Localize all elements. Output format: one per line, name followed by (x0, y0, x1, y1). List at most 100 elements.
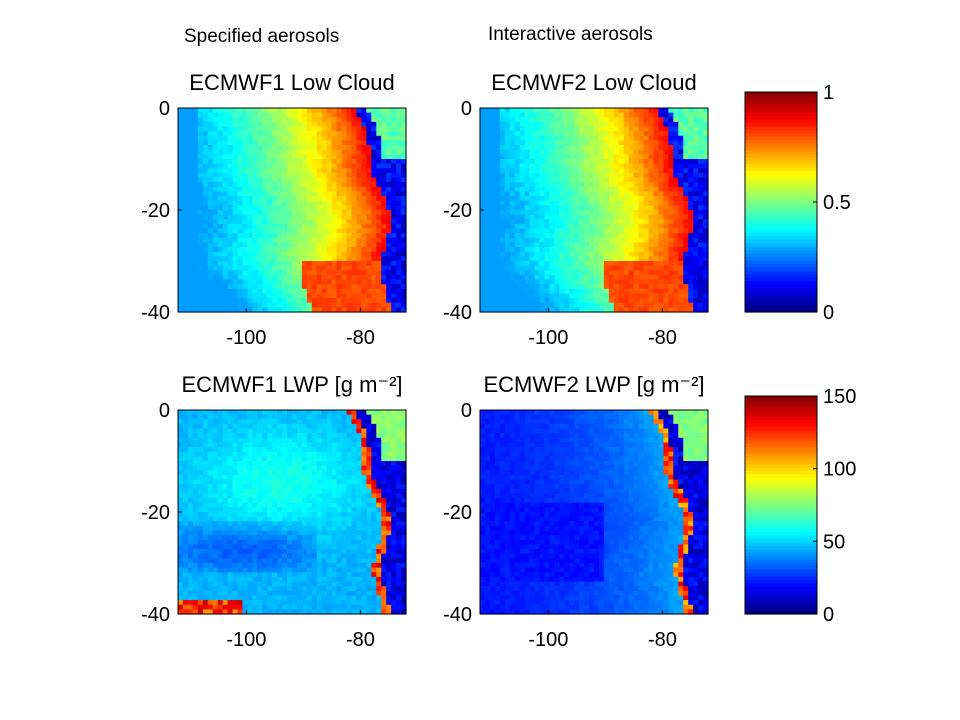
heatmap-cell (222, 233, 229, 239)
heatmap-cell (539, 265, 546, 271)
heatmap-cell (336, 298, 343, 304)
heatmap-cell (237, 307, 244, 313)
heatmap-cell (633, 149, 640, 155)
heatmap-cell (252, 154, 258, 160)
heatmap-cell (237, 135, 244, 142)
heatmap-cell (504, 205, 511, 211)
heatmap-cell (326, 288, 333, 295)
heatmap-cell (569, 112, 575, 118)
heatmap-cell (192, 298, 199, 304)
heatmap-cell (242, 465, 248, 471)
heatmap-cell (277, 191, 283, 197)
heatmap-cell (222, 205, 229, 211)
heatmap-cell (594, 205, 600, 211)
heatmap-cell (212, 168, 219, 174)
heatmap-cell (376, 228, 382, 234)
heatmap-cell (396, 410, 402, 416)
heatmap-cell (698, 265, 704, 271)
heatmap-cell (693, 210, 699, 216)
heatmap-cell (584, 237, 590, 244)
heatmap-cell (237, 140, 244, 146)
heatmap-cell (688, 172, 694, 179)
heatmap-cell (336, 242, 343, 248)
heatmap-cell (678, 256, 684, 262)
heatmap-cell (603, 293, 610, 299)
heatmap-cell (401, 237, 407, 244)
heatmap-cell (658, 159, 664, 165)
heatmap-cell (311, 451, 318, 457)
heatmap-cell (673, 131, 679, 137)
heatmap-cell (648, 265, 655, 271)
heatmap-cell (321, 256, 328, 262)
heatmap-cell (608, 270, 615, 276)
heatmap-cell (282, 182, 288, 188)
heatmap-cell (237, 233, 244, 239)
heatmap-cell (232, 117, 239, 123)
heatmap-cell (514, 140, 521, 146)
heatmap-cell (579, 233, 585, 239)
heatmap-cell (326, 474, 333, 481)
heatmap-cell (589, 172, 595, 179)
heatmap-cell (643, 242, 650, 248)
heatmap-cell (648, 149, 655, 155)
heatmap-cell (648, 284, 655, 290)
heatmap-cell (192, 117, 199, 123)
heatmap-cell (361, 121, 367, 128)
heatmap-cell (643, 145, 650, 151)
heatmap-cell (351, 307, 358, 313)
heatmap-cell (643, 307, 650, 313)
heatmap-cell (227, 145, 234, 151)
heatmap-cell (222, 451, 229, 457)
heatmap-cell (504, 219, 511, 225)
heatmap-cell (232, 205, 239, 211)
heatmap-cell (484, 117, 491, 123)
heatmap-cell (524, 140, 531, 146)
heatmap-cell (321, 108, 328, 114)
heatmap-cell (504, 191, 511, 197)
heatmap-cell (519, 200, 526, 206)
heatmap-cell (569, 145, 575, 151)
heatmap-cell (197, 470, 204, 476)
heatmap-cell (574, 168, 580, 174)
heatmap-cell (579, 205, 585, 211)
heatmap-cell (207, 163, 214, 169)
heatmap-cell (683, 223, 689, 230)
heatmap-cell (608, 247, 615, 253)
heatmap-cell (247, 121, 253, 128)
heatmap-cell (519, 159, 526, 165)
heatmap-cell (182, 121, 189, 128)
heatmap-cell (311, 131, 318, 137)
heatmap-cell (282, 410, 288, 416)
heatmap-cell (252, 168, 258, 174)
heatmap-cell (361, 447, 367, 453)
heatmap-cell (341, 210, 348, 216)
heatmap-cell (594, 261, 600, 267)
heatmap-cell (301, 488, 308, 495)
heatmap-cell (282, 488, 288, 495)
heatmap-cell (237, 205, 244, 211)
heatmap-cell (277, 159, 283, 165)
heatmap-cell (366, 210, 372, 216)
heatmap-cell (584, 293, 590, 299)
heatmap-cell (341, 242, 348, 248)
heatmap-cell (569, 265, 575, 271)
heatmap-cell (554, 228, 560, 234)
heatmap-cell (549, 298, 555, 304)
heatmap-cell (489, 242, 496, 248)
heatmap-cell (396, 451, 402, 457)
heatmap-cell (202, 270, 209, 276)
heatmap-cell (484, 247, 491, 253)
heatmap-cell (698, 200, 704, 206)
heatmap-cell (182, 456, 189, 462)
heatmap-cell (499, 219, 506, 225)
heatmap-cell (480, 108, 486, 114)
heatmap-cell (618, 112, 625, 118)
heatmap-cell (559, 307, 565, 313)
heatmap-cell (232, 465, 239, 471)
heatmap-cell (366, 488, 372, 495)
heatmap-cell (376, 293, 382, 299)
heatmap-cell (658, 154, 664, 160)
heatmap-cell (534, 163, 541, 169)
heatmap-cell (366, 219, 372, 225)
heatmap-cell (628, 293, 635, 299)
